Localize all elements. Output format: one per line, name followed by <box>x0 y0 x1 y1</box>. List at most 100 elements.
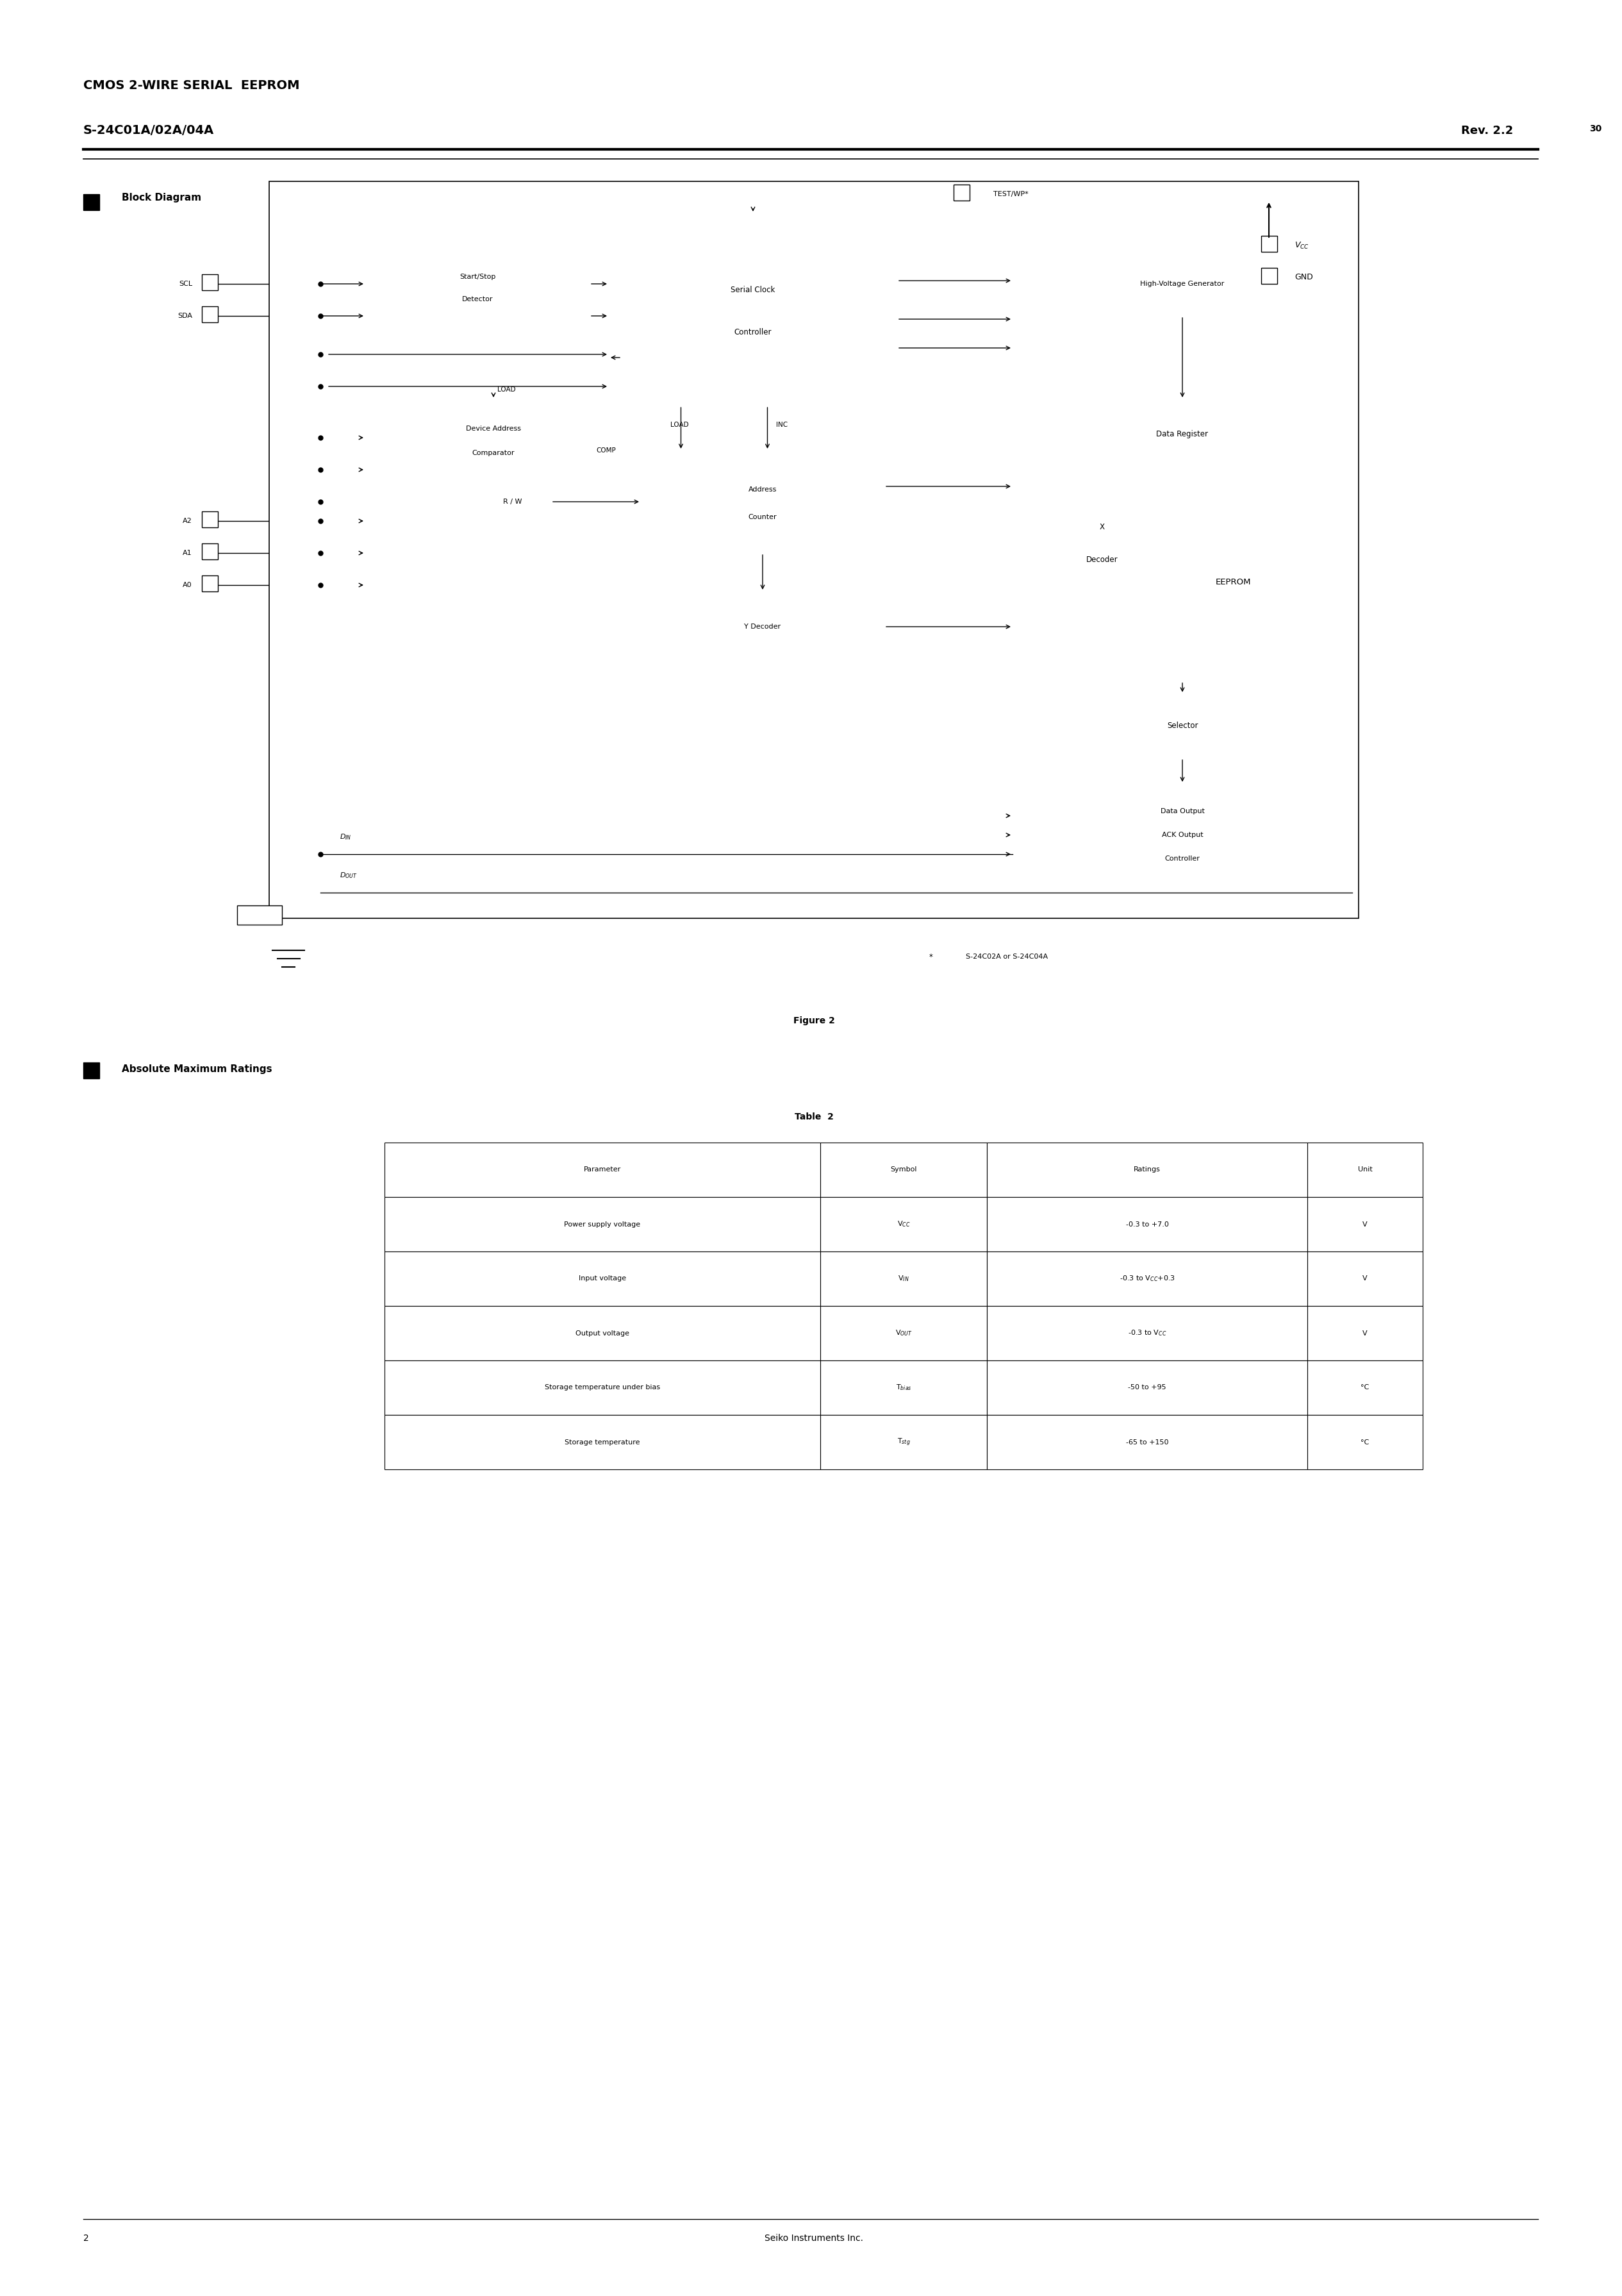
Bar <box>986 1362 1307 1414</box>
Text: Power supply voltage: Power supply voltage <box>564 1221 641 1228</box>
Text: Seiko Instruments Inc.: Seiko Instruments Inc. <box>764 2234 863 2243</box>
Bar <box>1307 1143 1422 1196</box>
Text: T$_{bias}$: T$_{bias}$ <box>895 1382 912 1391</box>
Text: INC: INC <box>775 422 788 427</box>
Bar <box>821 1143 986 1196</box>
Text: CMOS 2-WIRE SERIAL  EEPROM: CMOS 2-WIRE SERIAL EEPROM <box>83 80 300 92</box>
Text: TEST/WP*: TEST/WP* <box>993 191 1028 197</box>
Bar <box>821 1306 986 1362</box>
Text: Counter: Counter <box>748 514 777 521</box>
Text: ACK Output: ACK Output <box>1161 831 1204 838</box>
Bar <box>1012 482 1353 682</box>
Text: *: * <box>929 953 933 962</box>
Bar <box>1012 400 1353 471</box>
Bar <box>1262 269 1277 285</box>
Bar <box>986 1143 1307 1196</box>
Bar <box>384 1251 821 1306</box>
Text: T$_{stg}$: T$_{stg}$ <box>897 1437 910 1446</box>
Bar <box>641 592 884 661</box>
Text: Input voltage: Input voltage <box>579 1277 626 1281</box>
Text: Ratings: Ratings <box>1134 1166 1161 1173</box>
Text: -65 to +150: -65 to +150 <box>1126 1440 1168 1446</box>
Bar <box>1012 253 1353 317</box>
Text: -0.3 to +7.0: -0.3 to +7.0 <box>1126 1221 1168 1228</box>
Bar <box>954 184 970 200</box>
Bar <box>384 1414 821 1469</box>
Text: Data Output: Data Output <box>1160 808 1205 815</box>
Text: $D_{OUT}$: $D_{OUT}$ <box>339 870 357 879</box>
Bar <box>1262 236 1277 253</box>
Bar <box>1012 489 1192 597</box>
Text: Unit: Unit <box>1358 1166 1372 1173</box>
Bar <box>1307 1414 1422 1469</box>
Text: Parameter: Parameter <box>584 1166 621 1173</box>
Text: V$_{OUT}$: V$_{OUT}$ <box>895 1329 912 1339</box>
Bar <box>821 1362 986 1414</box>
Bar <box>986 1414 1307 1469</box>
Bar <box>269 181 1359 918</box>
Text: Storage temperature under bias: Storage temperature under bias <box>545 1384 660 1391</box>
Text: Controller: Controller <box>1165 856 1200 861</box>
Bar <box>608 214 897 406</box>
Bar <box>201 273 217 289</box>
Text: Output voltage: Output voltage <box>576 1329 629 1336</box>
Text: -0.3 to V$_{CC}$: -0.3 to V$_{CC}$ <box>1127 1329 1166 1339</box>
Text: Selector: Selector <box>1166 721 1199 730</box>
Text: V: V <box>1362 1277 1367 1281</box>
Text: Device Address: Device Address <box>466 425 521 432</box>
Text: Block Diagram: Block Diagram <box>122 193 201 202</box>
Text: SCL: SCL <box>178 280 193 287</box>
Text: Data Register: Data Register <box>1156 429 1208 439</box>
Text: Decoder: Decoder <box>1087 556 1118 565</box>
Text: COMP: COMP <box>595 448 616 455</box>
Text: Table  2: Table 2 <box>795 1114 834 1120</box>
Bar <box>365 400 621 482</box>
Bar <box>384 1196 821 1251</box>
Text: Start/Stop: Start/Stop <box>459 273 495 280</box>
Text: LOAD: LOAD <box>670 422 688 427</box>
Bar <box>1012 693 1353 758</box>
Bar <box>1307 1306 1422 1362</box>
Text: LOAD: LOAD <box>496 386 516 393</box>
Text: Y Decoder: Y Decoder <box>744 625 780 629</box>
Bar <box>1307 1251 1422 1306</box>
Text: Absolute Maximum Ratings: Absolute Maximum Ratings <box>122 1063 272 1075</box>
Bar <box>1012 783 1353 886</box>
Bar <box>821 1196 986 1251</box>
Text: Serial Clock: Serial Clock <box>732 287 775 294</box>
Bar <box>384 1143 821 1196</box>
Bar <box>237 905 282 925</box>
Text: Rev. 2.2: Rev. 2.2 <box>1461 124 1513 135</box>
Bar <box>1307 1362 1422 1414</box>
Bar <box>821 1414 986 1469</box>
Bar <box>365 246 589 328</box>
Text: °C: °C <box>1361 1440 1369 1446</box>
Bar <box>821 1251 986 1306</box>
Text: V: V <box>1362 1329 1367 1336</box>
Bar <box>83 1063 99 1079</box>
Text: Figure 2: Figure 2 <box>793 1017 835 1026</box>
Text: Symbol: Symbol <box>890 1166 916 1173</box>
Bar <box>201 544 217 560</box>
Bar <box>384 1306 821 1362</box>
Text: Detector: Detector <box>462 296 493 303</box>
Text: -50 to +95: -50 to +95 <box>1127 1384 1166 1391</box>
Text: High-Voltage Generator: High-Voltage Generator <box>1140 280 1225 287</box>
Text: V: V <box>1362 1221 1367 1228</box>
Text: $V_{CC}$: $V_{CC}$ <box>1294 241 1309 250</box>
Text: X: X <box>1100 523 1105 530</box>
Text: Address: Address <box>748 487 777 494</box>
Text: S-24C02A or S-24C04A: S-24C02A or S-24C04A <box>962 953 1048 960</box>
Text: S-24C01A/02A/04A: S-24C01A/02A/04A <box>83 124 214 135</box>
Text: V$_{IN}$: V$_{IN}$ <box>899 1274 910 1283</box>
Text: $D_{IN}$: $D_{IN}$ <box>339 833 352 840</box>
Bar <box>986 1196 1307 1251</box>
Bar <box>201 305 217 321</box>
Text: 2: 2 <box>83 2234 89 2243</box>
Text: 30: 30 <box>1590 124 1601 133</box>
Text: °C: °C <box>1361 1384 1369 1391</box>
Text: A1: A1 <box>183 549 193 556</box>
Bar <box>1307 1196 1422 1251</box>
Bar <box>201 512 217 528</box>
Text: Storage temperature: Storage temperature <box>564 1440 641 1446</box>
